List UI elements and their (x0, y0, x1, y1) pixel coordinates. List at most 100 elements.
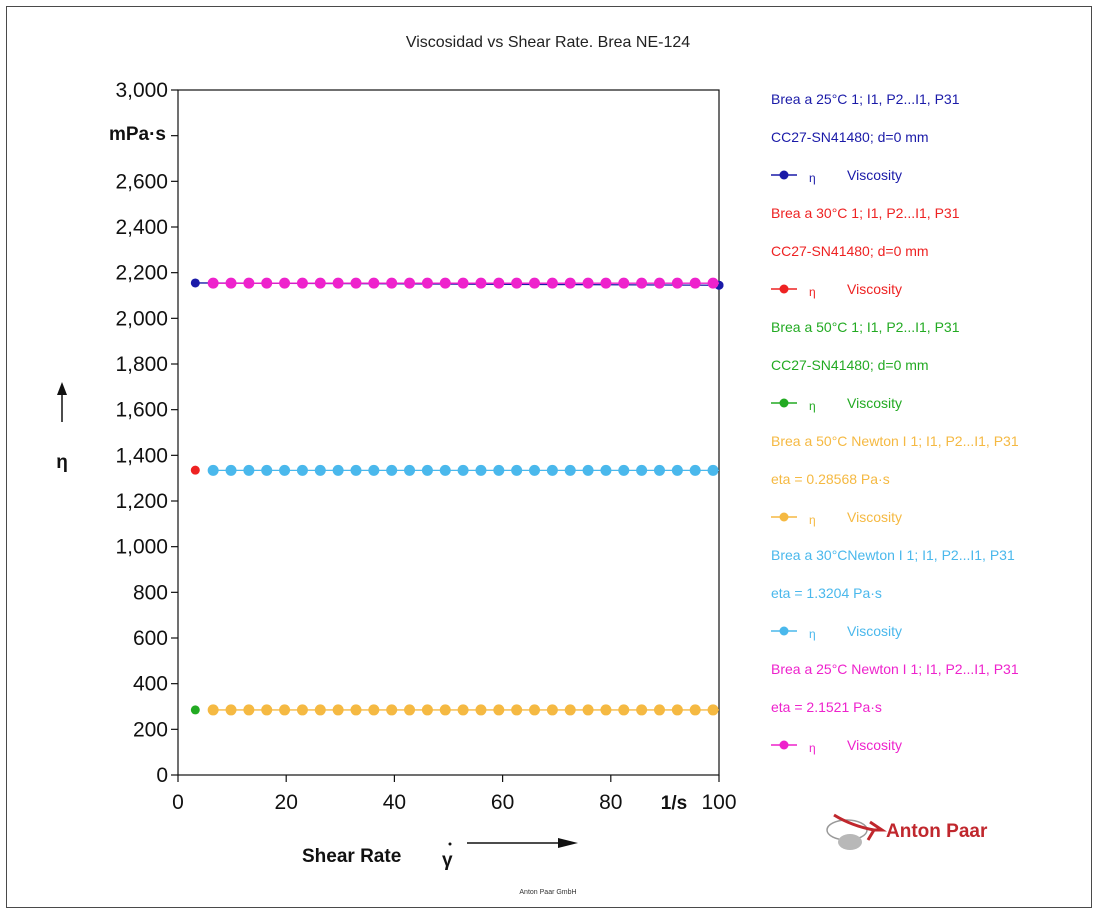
legend-group-label: Brea a 25°C Newton I 1; I1, P2...I1, P31 (771, 661, 1019, 677)
data-point-4 (653, 464, 665, 476)
legend-subtitle: eta = 1.3204 Pa·s (771, 585, 882, 601)
legend-marker-swatch (779, 512, 789, 522)
data-point-5 (225, 277, 237, 289)
data-point-3 (404, 704, 416, 716)
data-point-3 (707, 704, 719, 716)
data-point-3 (261, 704, 273, 716)
y-axis-unit: mPa·s (109, 124, 166, 145)
data-point-5 (689, 277, 701, 289)
y-axis-arrow-head (57, 382, 67, 395)
y-tick-label: 2,200 (115, 262, 168, 285)
legend-subtitle: CC27-SN41480; d=0 mm (771, 357, 929, 373)
legend-symbol: η (809, 399, 816, 413)
data-point-3 (225, 704, 237, 716)
data-point-4 (475, 464, 487, 476)
data-point-4 (439, 464, 451, 476)
data-point-3 (296, 704, 308, 716)
legend-series-name: Viscosity (847, 167, 902, 183)
data-point-5 (386, 277, 398, 289)
x-axis-arrow-head (558, 838, 578, 848)
data-point-3 (582, 704, 594, 716)
data-point-3 (475, 704, 487, 716)
x-tick-label: 20 (275, 791, 298, 814)
data-point-3 (546, 704, 558, 716)
data-point-5 (582, 277, 594, 289)
plot-area (177, 89, 720, 776)
data-point-4 (600, 464, 612, 476)
y-tick-label: 200 (133, 718, 168, 741)
chart-frame (6, 6, 1092, 908)
x-axis-label: Shear Rate (302, 846, 401, 867)
y-tick-label: 1,200 (115, 490, 168, 513)
data-point-5 (636, 277, 648, 289)
data-point-4 (207, 464, 219, 476)
data-point-5 (296, 277, 308, 289)
legend-marker-swatch (779, 170, 789, 180)
y-tick-label: 600 (133, 627, 168, 650)
data-point-5 (261, 277, 273, 289)
legend-group-label: Brea a 50°C Newton I 1; I1, P2...I1, P31 (771, 433, 1019, 449)
legend-symbol: η (809, 513, 816, 527)
legend-subtitle: CC27-SN41480; d=0 mm (771, 243, 929, 259)
data-point-3 (529, 704, 541, 716)
data-point-4 (671, 464, 683, 476)
data-point-4 (350, 464, 362, 476)
data-point-4 (457, 464, 469, 476)
y-axis-label: η (56, 452, 68, 473)
x-tick-label: 60 (491, 791, 514, 814)
y-tick-label: 400 (133, 673, 168, 696)
legend-series-name: Viscosity (847, 509, 902, 525)
data-point-3 (332, 704, 344, 716)
data-point-3 (350, 704, 362, 716)
data-point-3 (421, 704, 433, 716)
data-point-3 (243, 704, 255, 716)
data-point-3 (386, 704, 398, 716)
data-point-4 (421, 464, 433, 476)
data-point-5 (279, 277, 291, 289)
logo-text: Anton Paar (886, 821, 988, 842)
data-point-2 (190, 705, 200, 715)
data-point-3 (671, 704, 683, 716)
data-point-3 (653, 704, 665, 716)
data-point-3 (618, 704, 630, 716)
legend-symbol: η (809, 285, 816, 299)
data-point-4 (314, 464, 326, 476)
legend-marker-swatch (779, 398, 789, 408)
data-point-5 (332, 277, 344, 289)
x-tick-label: 100 (701, 791, 736, 814)
legend-series-name: Viscosity (847, 395, 902, 411)
y-tick-label: 2,000 (115, 307, 168, 330)
data-point-3 (279, 704, 291, 716)
y-axis-label-group: η (56, 382, 68, 473)
y-tick-label: 2,600 (115, 170, 168, 193)
data-point-3 (368, 704, 380, 716)
data-point-5 (207, 277, 219, 289)
data-point-5 (314, 277, 326, 289)
data-point-4 (511, 464, 523, 476)
y-tick-label: 0 (156, 764, 168, 787)
data-point-5 (600, 277, 612, 289)
data-point-4 (582, 464, 594, 476)
data-point-4 (546, 464, 558, 476)
data-point-5 (671, 277, 683, 289)
logo-arrow-icon (833, 813, 887, 841)
data-point-4 (707, 464, 719, 476)
data-point-4 (493, 464, 505, 476)
data-point-5 (439, 277, 451, 289)
data-point-4 (386, 464, 398, 476)
data-point-5 (707, 277, 719, 289)
y-tick-label: 1,400 (115, 444, 168, 467)
data-point-3 (493, 704, 505, 716)
x-axis-label-group: Shear Rate γ (302, 838, 578, 871)
data-point-5 (493, 277, 505, 289)
data-point-4 (636, 464, 648, 476)
legend-group-label: Brea a 25°C 1; I1, P2...I1, P31 (771, 91, 960, 107)
data-point-3 (689, 704, 701, 716)
x-axis-ticks: 0 20 40 60 80 100 (172, 775, 737, 814)
legend-subtitle: eta = 0.28568 Pa·s (771, 471, 890, 487)
y-tick-label: 1,800 (115, 353, 168, 376)
data-point-5 (511, 277, 523, 289)
x-tick-label: 80 (599, 791, 622, 814)
y-tick-label: 3,000 (115, 79, 168, 102)
data-point-5 (618, 277, 630, 289)
